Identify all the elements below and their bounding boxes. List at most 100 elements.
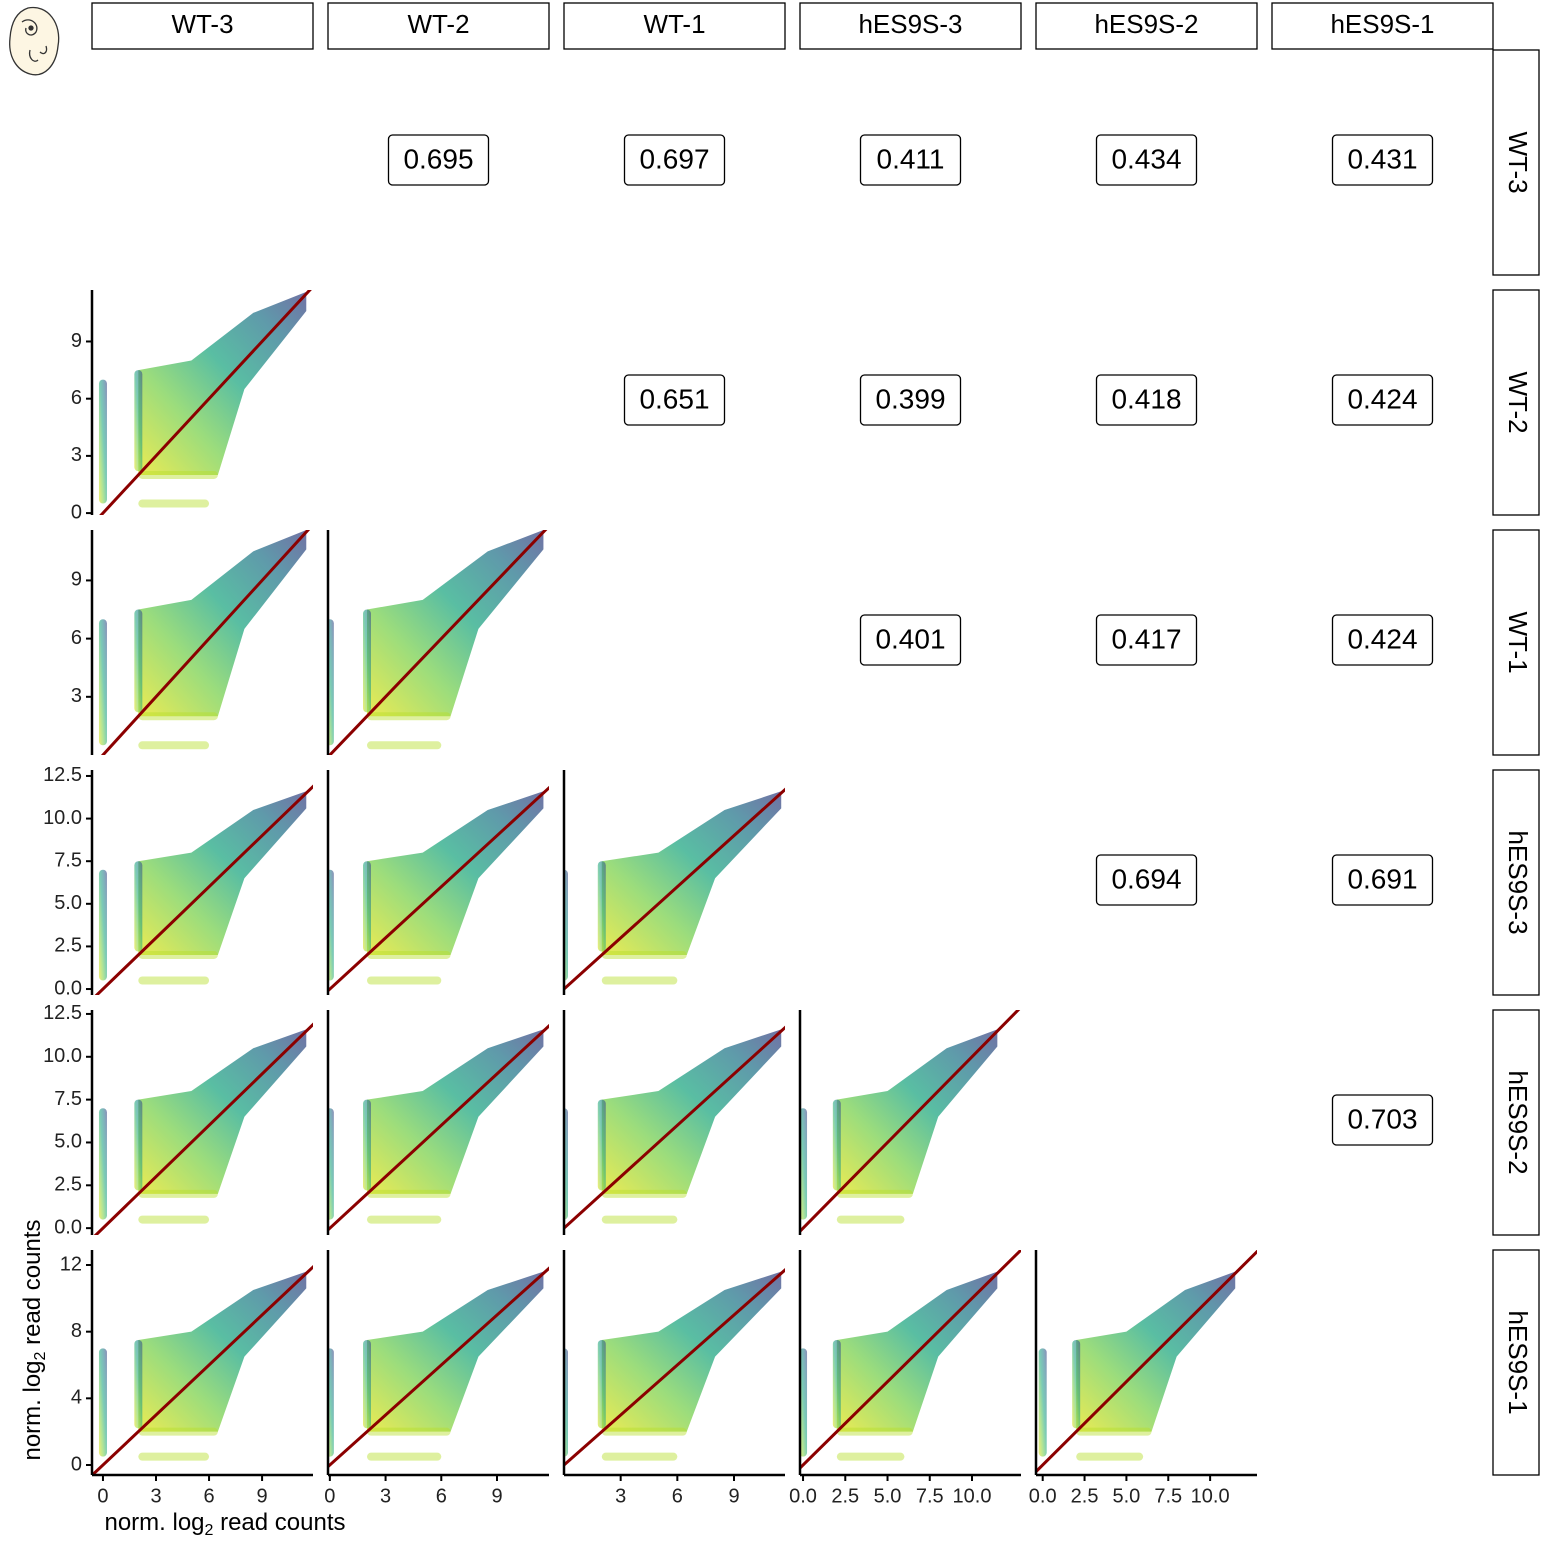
x-tick-label: 2.5 <box>831 1485 859 1507</box>
row-header: hES9S-3 <box>1503 830 1533 934</box>
point-column <box>134 1100 142 1191</box>
y-tick-label: 3 <box>71 444 82 466</box>
x-tick-label: 3 <box>380 1485 391 1507</box>
point-row <box>367 1216 441 1224</box>
x-tick-label: 0 <box>324 1485 335 1507</box>
identity-line <box>1019 1235 1273 1488</box>
scatter-panel <box>79 769 331 1012</box>
point-column <box>363 861 371 951</box>
point-row <box>367 977 441 985</box>
point-row <box>837 1190 913 1198</box>
y-tick-label: 4 <box>71 1387 82 1409</box>
x-tick-label: 7.5 <box>1154 1485 1182 1507</box>
scatter-panel <box>309 771 567 1008</box>
y-tick-label: 12 <box>60 1253 82 1275</box>
row-header: hES9S-2 <box>1503 1070 1533 1174</box>
y-tick-label: 10.0 <box>43 807 82 829</box>
point-column <box>134 370 142 471</box>
scatter-panel <box>85 511 325 775</box>
identity-line <box>309 1009 567 1247</box>
x-tick-label: 0.0 <box>789 1485 817 1507</box>
point-column <box>363 610 371 713</box>
scatter-panel <box>545 773 804 1007</box>
x-tick-label: 9 <box>257 1485 268 1507</box>
correlation-value: 0.418 <box>1111 383 1181 414</box>
point-row <box>138 712 218 720</box>
point-column <box>1072 1340 1080 1428</box>
ylabel-label-suffix: read counts <box>19 1219 46 1351</box>
point-column <box>134 861 142 951</box>
ylabel-label-sub: 2 <box>32 1351 49 1360</box>
x-tick-label: 10.0 <box>1191 1485 1230 1507</box>
y-tick-label: 0.0 <box>54 977 82 999</box>
point-row <box>367 741 441 749</box>
point-row <box>602 1428 687 1436</box>
identity-line <box>309 771 567 1008</box>
point-row <box>138 500 209 508</box>
xlabel-label-sub: 2 <box>205 1522 214 1539</box>
correlation-value: 0.703 <box>1347 1103 1417 1134</box>
y-tick-label: 5.0 <box>54 1131 82 1153</box>
point-row <box>602 977 678 985</box>
identity-line <box>311 511 564 775</box>
point-row <box>138 471 218 479</box>
point-column <box>134 1340 142 1428</box>
point-column <box>363 1340 371 1428</box>
column-header: WT-1 <box>643 9 705 39</box>
x-tick-label: 9 <box>728 1485 739 1507</box>
point-row <box>138 1216 209 1224</box>
point-row <box>602 1190 687 1198</box>
y-tick-label: 6 <box>71 627 82 649</box>
point-column <box>598 1100 606 1191</box>
y-tick-label: 10.0 <box>43 1045 82 1067</box>
column-header: WT-3 <box>171 9 233 39</box>
point-row <box>837 1428 913 1436</box>
point-row <box>367 1190 451 1198</box>
point-column <box>99 1108 107 1219</box>
point-row <box>1076 1428 1151 1436</box>
xlabel-label: norm. log2 read counts <box>104 1509 345 1539</box>
column-header: WT-2 <box>407 9 469 39</box>
xlabel-label-suffix: read counts <box>213 1509 345 1536</box>
point-column <box>598 1340 606 1428</box>
point-row <box>138 741 209 749</box>
x-tick-label: 5.0 <box>1113 1485 1141 1507</box>
x-tick-label: 3 <box>150 1485 161 1507</box>
y-tick-label: 12.5 <box>43 764 82 786</box>
y-tick-label: 7.5 <box>54 1088 82 1110</box>
x-tick-label: 10.0 <box>953 1485 992 1507</box>
identity-line <box>79 769 331 1012</box>
point-row <box>138 1453 209 1461</box>
point-column <box>99 1348 107 1456</box>
scatter-panel <box>78 1007 330 1252</box>
scatter-panel <box>545 1011 804 1246</box>
row-header: WT-3 <box>1503 131 1533 193</box>
correlation-value: 0.401 <box>875 623 945 654</box>
point-row <box>837 1453 905 1461</box>
row-header: hES9S-1 <box>1503 1310 1533 1414</box>
point-row <box>1076 1453 1143 1461</box>
column-header: hES9S-1 <box>1330 9 1434 39</box>
correlation-value: 0.434 <box>1111 143 1181 174</box>
column-header: hES9S-3 <box>858 9 962 39</box>
y-tick-label: 2.5 <box>54 935 82 957</box>
point-column <box>99 380 107 504</box>
point-row <box>602 951 687 959</box>
scatter-panel <box>783 993 1035 1249</box>
point-column <box>598 861 606 951</box>
correlation-value: 0.691 <box>1347 863 1417 894</box>
correlation-value: 0.424 <box>1347 623 1417 654</box>
point-row <box>367 1453 441 1461</box>
point-column <box>833 1340 841 1428</box>
x-tick-label: 6 <box>203 1485 214 1507</box>
identity-line <box>309 1252 567 1484</box>
ylabel-label-text: norm. log <box>19 1360 46 1460</box>
scatter-panel <box>545 1253 804 1481</box>
scatter-panel <box>309 1252 567 1484</box>
scatter-panel <box>75 1250 331 1491</box>
correlation-value: 0.695 <box>403 143 473 174</box>
point-row <box>138 977 209 985</box>
ylabel-label: norm. log2 read counts <box>19 1219 49 1460</box>
y-tick-label: 7.5 <box>54 849 82 871</box>
x-tick-label: 0.0 <box>1029 1485 1057 1507</box>
